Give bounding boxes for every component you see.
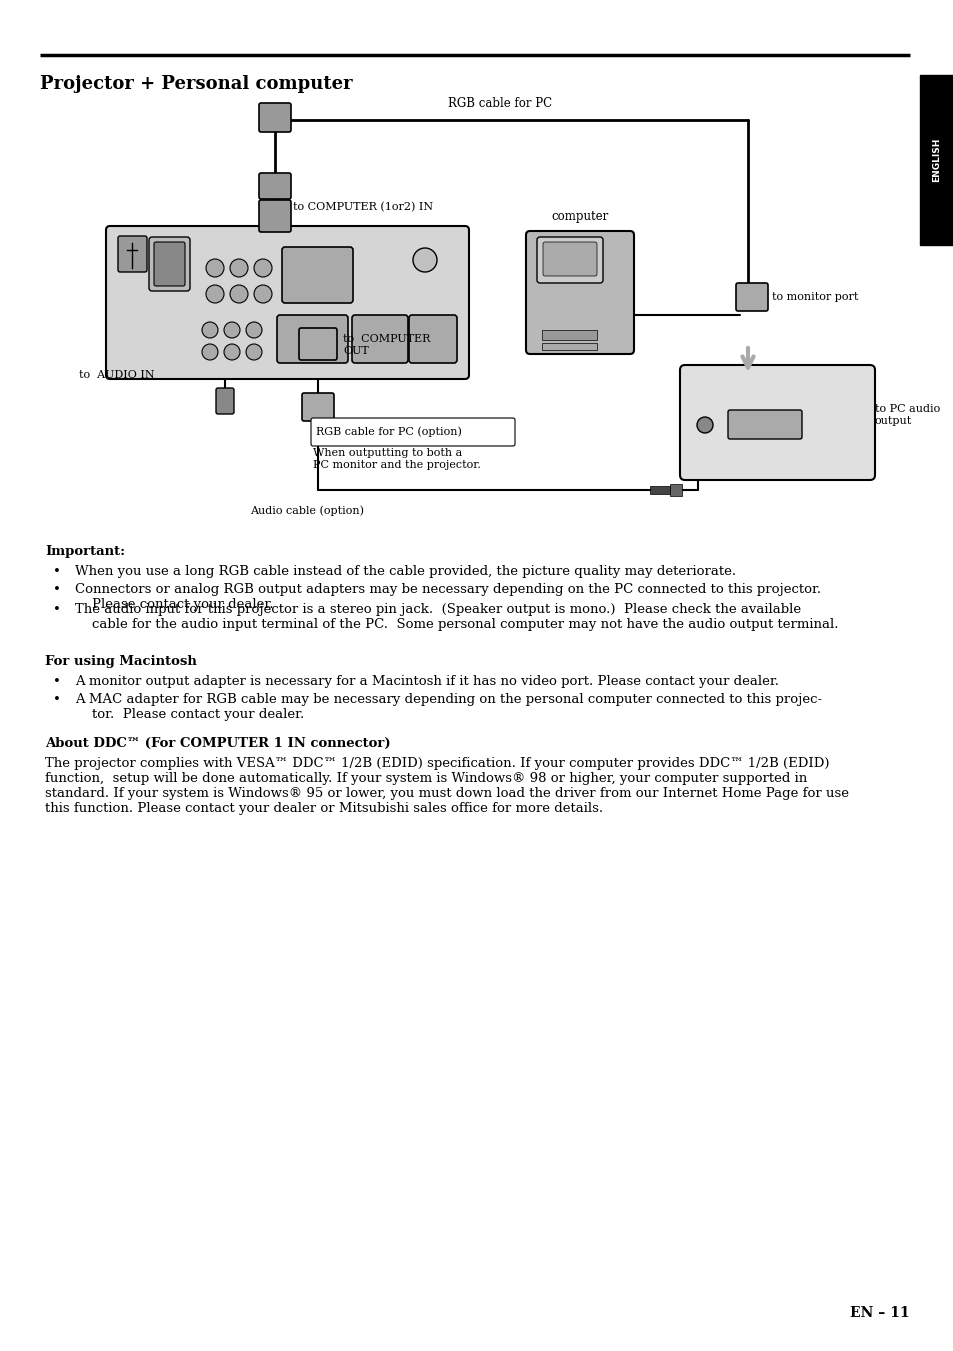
FancyBboxPatch shape [735, 282, 767, 311]
FancyBboxPatch shape [258, 173, 291, 199]
Text: When outputting to both a
PC monitor and the projector.: When outputting to both a PC monitor and… [313, 449, 480, 470]
FancyBboxPatch shape [215, 388, 233, 413]
Text: About DDC™ (For COMPUTER 1 IN connector): About DDC™ (For COMPUTER 1 IN connector) [45, 738, 390, 750]
Text: to monitor port: to monitor port [771, 292, 858, 303]
FancyBboxPatch shape [153, 242, 185, 286]
Circle shape [246, 322, 262, 338]
FancyBboxPatch shape [409, 315, 456, 363]
FancyBboxPatch shape [542, 242, 597, 276]
FancyBboxPatch shape [258, 200, 291, 232]
Text: •: • [53, 676, 61, 688]
Circle shape [413, 249, 436, 272]
Bar [541, 330, 597, 340]
Text: RGB cable for PC (option): RGB cable for PC (option) [315, 427, 461, 438]
FancyBboxPatch shape [258, 103, 291, 132]
FancyBboxPatch shape [352, 315, 408, 363]
FancyBboxPatch shape [118, 236, 147, 272]
FancyBboxPatch shape [106, 226, 469, 380]
FancyBboxPatch shape [149, 236, 190, 290]
FancyBboxPatch shape [276, 315, 348, 363]
Text: to  AUDIO IN: to AUDIO IN [79, 370, 154, 380]
Circle shape [230, 285, 248, 303]
FancyBboxPatch shape [282, 247, 353, 303]
FancyBboxPatch shape [298, 328, 336, 359]
Text: •: • [53, 584, 61, 596]
Text: to PC audio
output: to PC audio output [874, 404, 940, 426]
Circle shape [202, 322, 218, 338]
Text: Important:: Important: [45, 544, 125, 558]
FancyBboxPatch shape [302, 393, 334, 422]
Text: to  COMPUTER
OUT: to COMPUTER OUT [343, 334, 430, 355]
Circle shape [224, 322, 240, 338]
FancyBboxPatch shape [727, 409, 801, 439]
Text: •: • [53, 603, 61, 616]
Circle shape [224, 345, 240, 359]
Bar [649, 486, 669, 494]
Text: •: • [53, 693, 61, 707]
Text: For using Macintosh: For using Macintosh [45, 655, 196, 667]
Text: Audio cable (option): Audio cable (option) [250, 505, 364, 516]
Text: Connectors or analog RGB output adapters may be necessary depending on the PC co: Connectors or analog RGB output adapters… [75, 584, 821, 611]
Text: •: • [53, 565, 61, 578]
FancyBboxPatch shape [537, 236, 602, 282]
Circle shape [206, 285, 224, 303]
Circle shape [697, 417, 712, 434]
Text: EN – 11: EN – 11 [849, 1306, 909, 1320]
FancyBboxPatch shape [679, 365, 874, 480]
Text: computer: computer [551, 209, 608, 223]
Circle shape [253, 285, 272, 303]
Circle shape [230, 259, 248, 277]
Circle shape [246, 345, 262, 359]
Text: A monitor output adapter is necessary for a Macintosh if it has no video port. P: A monitor output adapter is necessary fo… [75, 676, 779, 688]
Text: The audio input for this projector is a stereo pin jack.  (Speaker output is mon: The audio input for this projector is a … [75, 603, 838, 631]
Circle shape [206, 259, 224, 277]
Text: to COMPUTER (1or2) IN: to COMPUTER (1or2) IN [293, 201, 433, 212]
Text: ENGLISH: ENGLISH [931, 138, 941, 182]
Circle shape [202, 345, 218, 359]
Text: Projector + Personal computer: Projector + Personal computer [40, 76, 353, 93]
Bar [541, 343, 597, 350]
Bar [669, 484, 681, 496]
Text: RGB cable for PC: RGB cable for PC [448, 97, 552, 109]
FancyBboxPatch shape [311, 417, 515, 446]
Text: The projector complies with VESA™ DDC™ 1/2B (EDID) specification. If your comput: The projector complies with VESA™ DDC™ 1… [45, 757, 848, 815]
Bar [919, 76, 953, 245]
Text: When you use a long RGB cable instead of the cable provided, the picture quality: When you use a long RGB cable instead of… [75, 565, 736, 578]
Circle shape [253, 259, 272, 277]
FancyBboxPatch shape [525, 231, 634, 354]
Text: A MAC adapter for RGB cable may be necessary depending on the personal computer : A MAC adapter for RGB cable may be neces… [75, 693, 821, 721]
